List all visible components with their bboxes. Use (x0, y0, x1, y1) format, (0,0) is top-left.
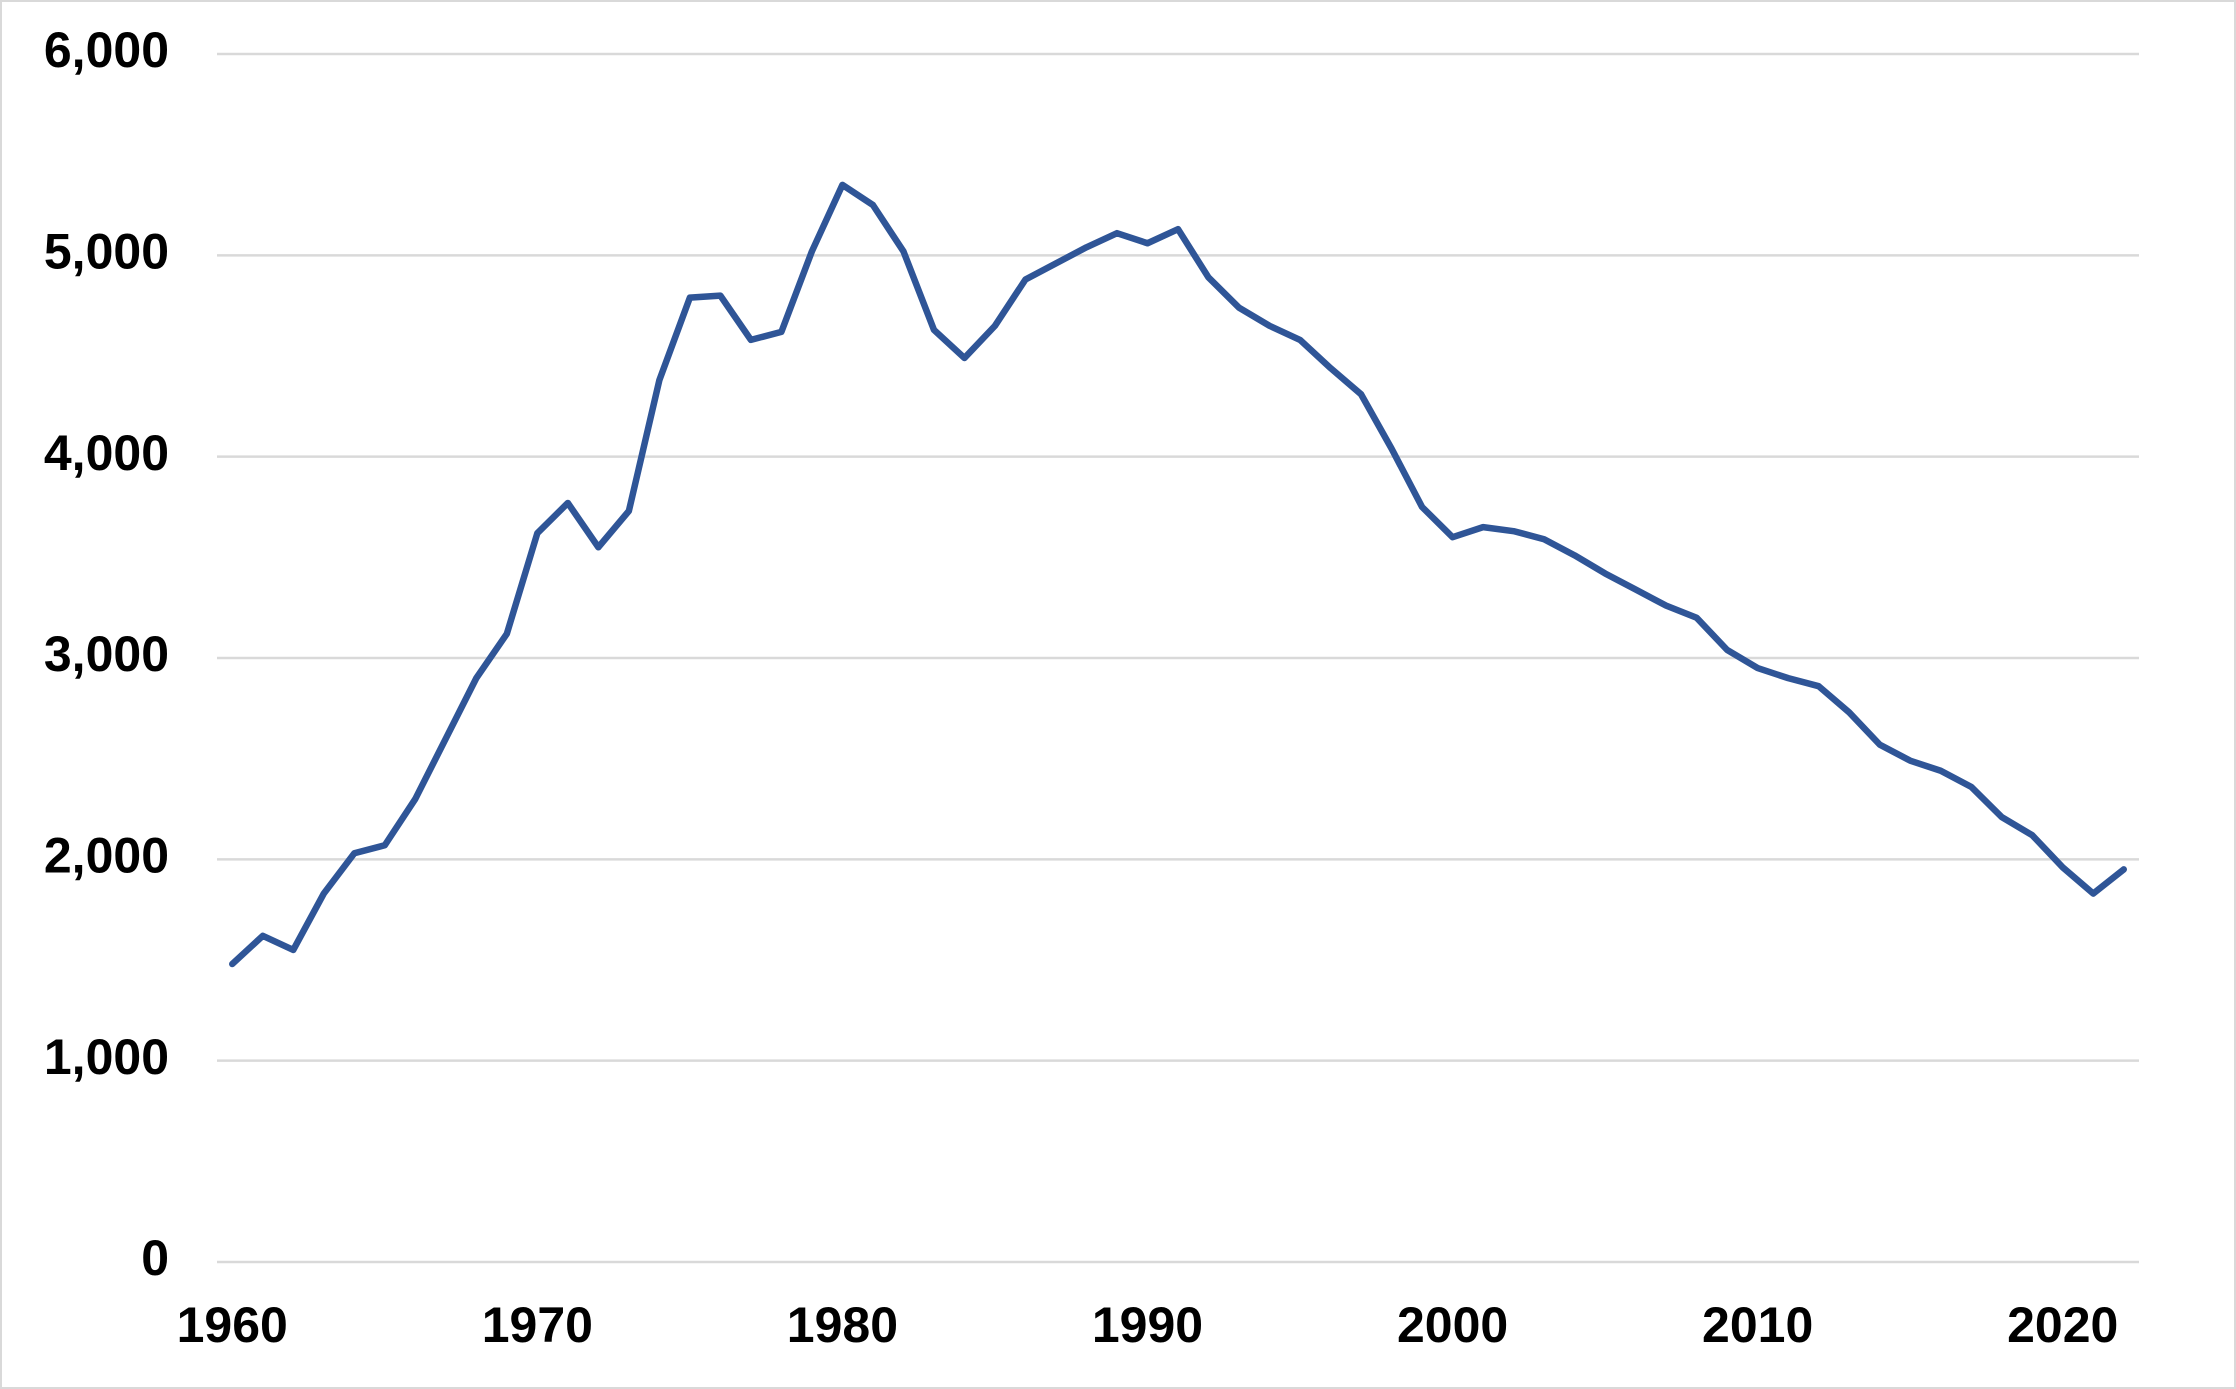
x-tick-label: 1980 (787, 1297, 898, 1353)
y-tick-label: 6,000 (44, 22, 169, 78)
y-tick-label: 4,000 (44, 425, 169, 481)
y-tick-label: 2,000 (44, 828, 169, 884)
x-tick-label: 2010 (1702, 1297, 1813, 1353)
x-tick-label: 1990 (1092, 1297, 1203, 1353)
x-tick-label: 1960 (177, 1297, 288, 1353)
y-tick-label: 1,000 (44, 1029, 169, 1085)
y-tick-label: 5,000 (44, 224, 169, 280)
x-tick-label: 2000 (1397, 1297, 1508, 1353)
data-line (229, 181, 2127, 968)
x-tick-label: 1970 (482, 1297, 593, 1353)
y-tick-label: 3,000 (44, 626, 169, 682)
x-tick-label: 2020 (2007, 1297, 2118, 1353)
y-tick-label: 0 (141, 1230, 169, 1286)
